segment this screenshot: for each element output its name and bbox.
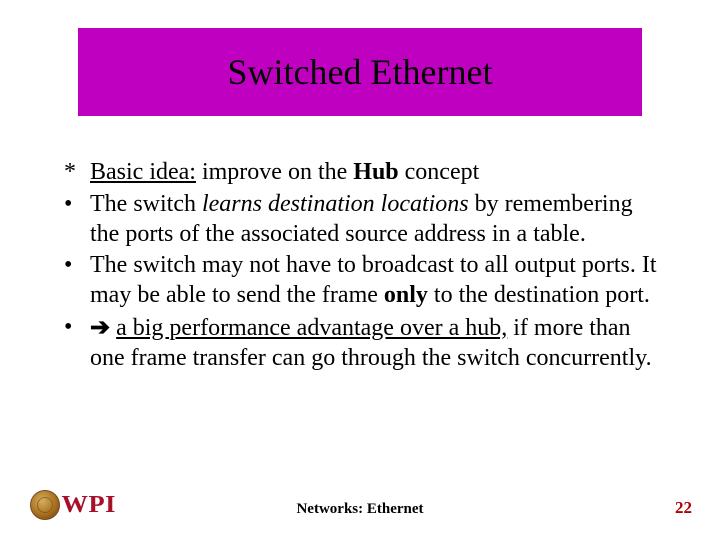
slide-title: Switched Ethernet [228,51,493,93]
bullet-marker: * [64,158,90,188]
bullet-item: •➔ a big performance advantage over a hu… [64,313,664,374]
bullet-item: *Basic idea: improve on the Hub concept [64,158,664,188]
page-number: 22 [675,498,692,518]
bullet-marker: • [64,190,90,220]
bullet-list: *Basic idea: improve on the Hub concept•… [64,158,664,375]
slide-footer: WPI Networks: Ethernet 22 [0,486,720,526]
footer-label: Networks: Ethernet [0,501,720,518]
bullet-text: Basic idea: improve on the Hub concept [90,158,479,188]
bullet-item: •The switch may not have to broadcast to… [64,251,664,311]
bullet-text: The switch learns destination locations … [90,190,664,250]
bullet-text: ➔ a big performance advantage over a hub… [90,313,664,374]
bullet-marker: • [64,313,90,343]
bullet-marker: • [64,251,90,281]
bullet-item: •The switch learns destination locations… [64,190,664,250]
title-bar: Switched Ethernet [78,28,642,116]
bullet-text: The switch may not have to broadcast to … [90,251,664,311]
